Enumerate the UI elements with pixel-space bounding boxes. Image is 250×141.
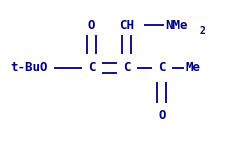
Text: NMe: NMe [165,19,188,32]
Text: C: C [122,61,130,74]
Text: C: C [158,61,165,74]
Text: C: C [88,61,95,74]
Text: 2: 2 [199,26,204,36]
Text: O: O [158,109,165,122]
Text: CH: CH [119,19,134,32]
Text: t-BuO: t-BuO [10,61,47,74]
Text: Me: Me [185,61,200,74]
Text: O: O [88,19,95,32]
